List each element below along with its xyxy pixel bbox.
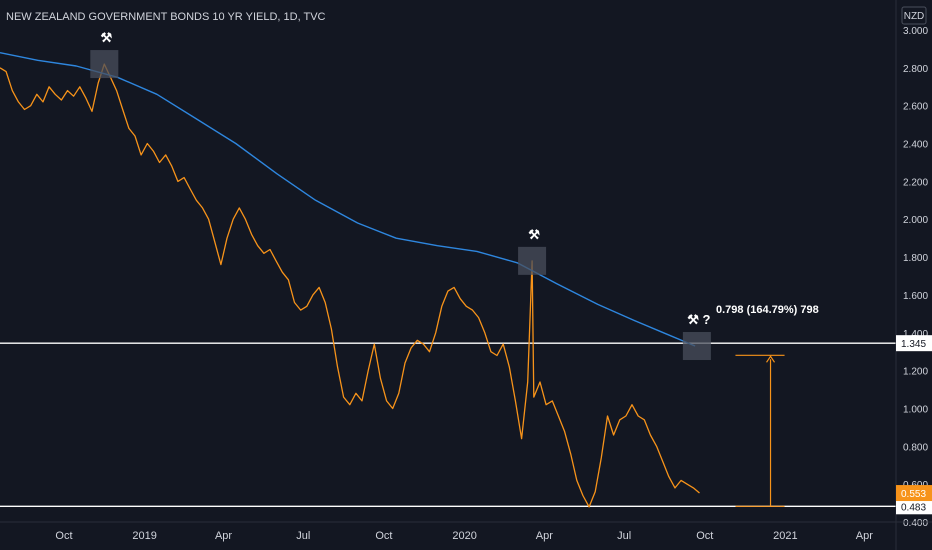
marker-box[interactable] [682, 332, 711, 361]
x-tick-label: 2019 [132, 530, 156, 542]
x-axis[interactable]: Oct 2019 Apr Jul Oct 2020 Apr Jul Oct 2021 Apr [0, 521, 932, 542]
y-tick-label: 1.800 [903, 253, 928, 264]
level-price-tag-label: 0.483 [901, 502, 926, 513]
y-tick-label: 0.400 [903, 518, 928, 529]
y-tick-label: 1.200 [903, 367, 928, 378]
y-tick-label: 2.400 [903, 140, 928, 151]
y-tick-label: 2.800 [903, 64, 928, 75]
x-tick-label: Oct [696, 530, 713, 542]
x-tick-label: Apr [536, 530, 553, 542]
measure-arrow-icon [766, 355, 776, 363]
last-price-tag-box [896, 485, 932, 502]
chart-title: NEW ZEALAND GOVERNMENT BONDS 10 YR YIELD… [6, 11, 326, 23]
last-price-tag-label: 0.553 [901, 489, 926, 500]
plot-area[interactable]: ⚒ ⚒ ⚒ ? 0.798 (164.79%) 798 [0, 30, 896, 508]
hammer-icon: ⚒ ? [687, 312, 710, 327]
y-tick-label: 1.600 [903, 291, 928, 302]
x-tick-label: Jul [617, 530, 631, 542]
y-tick-label: 2.600 [903, 102, 928, 113]
level-price-tag-label: 1.345 [901, 339, 926, 350]
currency-badge-label: NZD [904, 11, 925, 22]
level-price-tag-box [896, 498, 932, 515]
y-tick-label: 0.800 [903, 442, 928, 453]
hammer-icon: ⚒ [528, 227, 540, 242]
level-price-tag[interactable]: 0.483 [896, 498, 932, 515]
level-price-tag-box [896, 335, 932, 352]
last-price-tag[interactable]: 0.553 [896, 485, 932, 502]
y-tick-label: 2.000 [903, 215, 928, 226]
hammer-icon: ⚒ [100, 30, 112, 45]
y-axis[interactable]: 3.000 2.800 2.600 2.400 2.200 2.000 1.800 1.600… [895, 0, 932, 550]
x-tick-label: Apr [215, 530, 232, 542]
y-tick-label: 3.000 [903, 26, 928, 37]
currency-badge-box [901, 6, 927, 25]
x-tick-label: Oct [55, 530, 72, 542]
x-tick-label: 2021 [773, 530, 797, 542]
x-tick-label: Oct [375, 530, 392, 542]
x-tick-label: Apr [856, 530, 873, 542]
level-price-tag[interactable]: 1.345 [896, 335, 932, 352]
price-line[interactable] [0, 63, 700, 508]
y-tick-label: 2.200 [903, 177, 928, 188]
y-tick-label: 1.000 [903, 404, 928, 415]
measure-label: 0.798 (164.79%) 798 [716, 304, 819, 316]
x-tick-label: 2020 [452, 530, 476, 542]
y-tick-label: 1.400 [903, 329, 928, 340]
currency-badge[interactable]: NZD [901, 6, 927, 25]
marker-box[interactable] [518, 246, 547, 275]
marker-box[interactable] [90, 50, 119, 79]
x-tick-label: Jul [296, 530, 310, 542]
